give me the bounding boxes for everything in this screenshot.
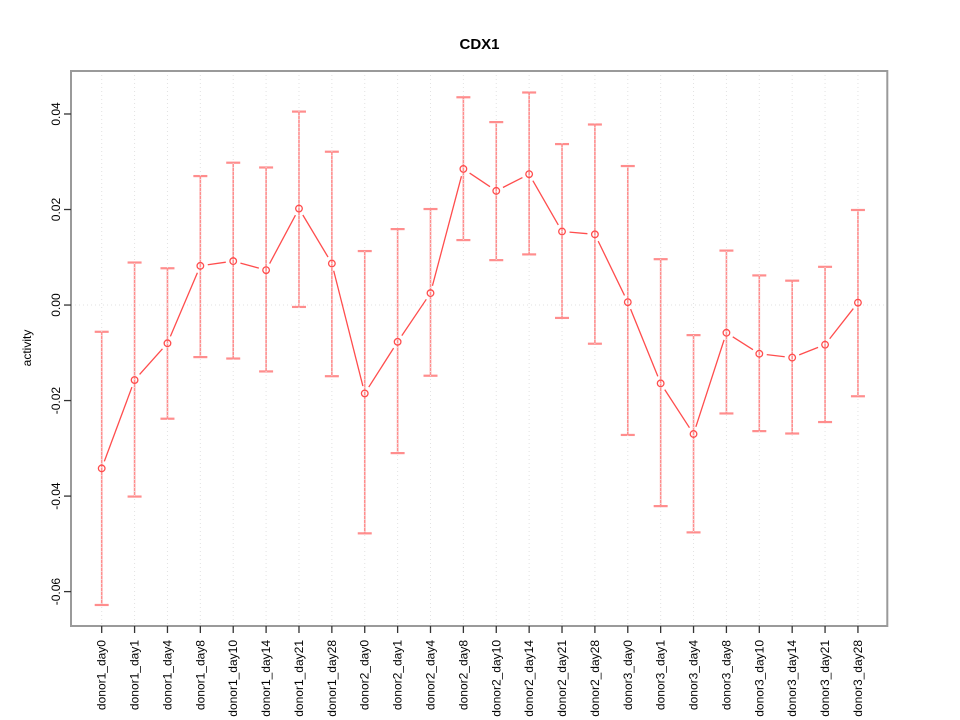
data-point [492, 186, 501, 195]
x-tick-label: donor2_day1 [391, 640, 405, 710]
data-point [196, 261, 205, 270]
data-point [459, 164, 468, 173]
series-segment [597, 240, 626, 296]
x-tick-label: donor2_day14 [522, 640, 536, 717]
y-tick-label: -0.06 [49, 578, 63, 606]
series-segment [732, 336, 754, 351]
data-point [426, 289, 435, 298]
data-point [360, 389, 369, 398]
data-point [590, 230, 599, 239]
x-tick-label: donor3_day28 [851, 640, 865, 717]
y-tick-label: 0.00 [49, 293, 63, 317]
series-segment [169, 272, 199, 337]
chart-title: CDX1 [459, 36, 500, 53]
x-tick-label: donor3_day0 [621, 640, 635, 710]
series-segment [469, 172, 491, 188]
x-tick-label: donor2_day8 [456, 640, 470, 710]
y-tick-label: -0.04 [49, 482, 63, 510]
series-segment [103, 386, 133, 462]
x-tick-label: donor2_day21 [555, 640, 569, 717]
data-point [623, 298, 632, 307]
series-segment [368, 347, 395, 388]
data-point [788, 353, 797, 362]
x-tick-label: donor1_day21 [292, 640, 306, 717]
data-point [295, 204, 303, 213]
data-point [393, 337, 402, 346]
series-segment [401, 298, 427, 336]
data-point [689, 430, 698, 438]
data-point [558, 227, 566, 236]
series-segment [829, 308, 854, 340]
series-segment [207, 261, 226, 266]
x-tick-label: donor2_day10 [489, 640, 503, 717]
x-tick-label: donor3_day1 [654, 640, 668, 710]
data-point [327, 259, 336, 268]
data-point [97, 464, 106, 473]
series-segment [664, 389, 691, 429]
series-segment [139, 348, 163, 375]
series-segment [695, 339, 725, 428]
x-tick-label: donor1_day8 [193, 640, 207, 710]
data-point [853, 298, 862, 307]
x-tick-label: donor2_day28 [588, 640, 602, 717]
x-tick-label: donor1_day14 [259, 640, 273, 717]
series-segment [798, 346, 819, 356]
x-tick-label: donor1_day28 [325, 640, 339, 717]
series-segment [431, 175, 463, 287]
series-segment [532, 180, 559, 226]
x-tick-label: donor3_day4 [687, 640, 701, 710]
series-segment [240, 262, 260, 269]
series-segment [629, 308, 659, 377]
data-point [262, 266, 271, 275]
y-axis-title: activity [20, 329, 34, 367]
x-tick-label: donor1_day0 [95, 640, 109, 710]
data-point [525, 170, 534, 179]
x-tick-label: donor3_day21 [818, 640, 832, 717]
x-tick-label: donor1_day1 [128, 640, 142, 710]
x-tick-label: donor3_day14 [785, 640, 799, 717]
x-tick-label: donor2_day4 [424, 640, 438, 710]
data-point [722, 328, 731, 337]
series-segment [502, 176, 523, 189]
series-segment [569, 231, 588, 235]
x-tick-label: donor1_day10 [226, 640, 240, 717]
data-point [130, 376, 139, 384]
plot-box [70, 70, 889, 627]
data-point [163, 339, 172, 348]
series-segment [302, 214, 329, 258]
y-tick-label: 0.04 [49, 102, 63, 126]
series-segment [766, 353, 785, 358]
data-point [755, 349, 764, 358]
data-point [229, 257, 238, 266]
series-segment [269, 214, 297, 264]
y-tick-label: 0.02 [49, 198, 63, 222]
x-tick-label: donor2_day0 [358, 640, 372, 710]
series-segment [333, 270, 364, 387]
y-tick-label: -0.02 [49, 387, 63, 415]
data-point [656, 379, 665, 388]
x-tick-label: donor1_day4 [160, 640, 174, 710]
x-tick-label: donor3_day10 [752, 640, 766, 717]
data-point [821, 340, 830, 349]
x-tick-label: donor3_day8 [719, 640, 733, 710]
